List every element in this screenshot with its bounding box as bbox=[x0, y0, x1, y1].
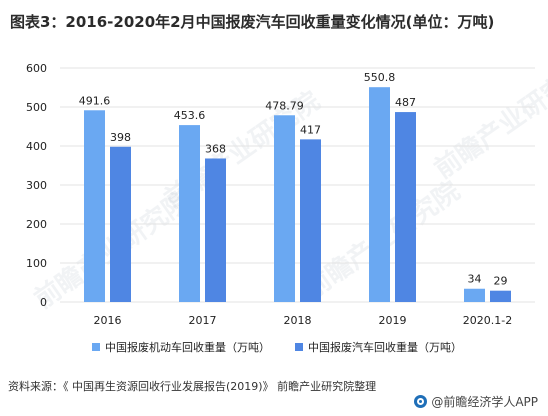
y-axis: 0 100 200 300 400 500 600 bbox=[26, 62, 47, 309]
brand-label: @前瞻经济学人APP bbox=[431, 395, 538, 409]
x-tick-label: 2017 bbox=[189, 314, 217, 327]
bar bbox=[84, 110, 105, 302]
bar-value-label: 29 bbox=[494, 275, 508, 288]
bar-value-label: 491.6 bbox=[79, 94, 111, 107]
bar-value-label: 550.8 bbox=[364, 71, 396, 84]
y-tick-label: 200 bbox=[26, 218, 47, 231]
bar bbox=[395, 112, 416, 302]
bar bbox=[464, 288, 485, 302]
y-tick-label: 500 bbox=[26, 101, 47, 114]
bar bbox=[490, 290, 511, 302]
bar bbox=[205, 158, 226, 302]
y-tick-label: 100 bbox=[26, 257, 47, 270]
brand-logo-icon bbox=[414, 395, 428, 408]
legend-label: 中国报废机动车回收重量（万吨） bbox=[105, 340, 270, 354]
x-axis: 2016 2017 2018 2019 2020.1-2 bbox=[94, 314, 513, 327]
y-tick-label: 400 bbox=[26, 140, 47, 153]
bar-value-label: 453.6 bbox=[174, 109, 206, 122]
bar-value-label: 478.79 bbox=[265, 99, 304, 112]
bar bbox=[179, 125, 200, 302]
bar-value-label: 398 bbox=[110, 131, 131, 144]
bar-series: 491.6 398 453.6 368 478.79 417 550.8 487 34 29 bbox=[79, 71, 511, 302]
source-note: 资料来源：《 中国再生资源回收行业发展报告(2019)》 前瞻产业研究院整理 bbox=[8, 380, 377, 393]
grid-lines bbox=[60, 67, 535, 303]
legend-label: 中国报废汽车回收重量（万吨） bbox=[308, 340, 462, 354]
bar-chart: 0 100 200 300 400 500 600 491.6 398 453.6 368 478.… bbox=[26, 62, 535, 354]
bar-value-label: 368 bbox=[205, 142, 226, 155]
legend-swatch bbox=[295, 343, 303, 351]
bar bbox=[110, 146, 131, 302]
brand-credit: @前瞻经济学人APP bbox=[414, 393, 538, 410]
bar bbox=[300, 139, 321, 302]
bar bbox=[274, 115, 295, 302]
bar-value-label: 487 bbox=[395, 96, 416, 109]
x-tick-label: 2018 bbox=[284, 314, 312, 327]
y-tick-label: 600 bbox=[26, 62, 47, 75]
chart-title: 图表3：2016-2020年2月中国报废汽车回收重量变化情况(单位：万吨) bbox=[10, 13, 495, 31]
y-tick-label: 0 bbox=[40, 296, 47, 309]
legend: 中国报废机动车回收重量（万吨） 中国报废汽车回收重量（万吨） bbox=[92, 340, 462, 354]
bar-value-label: 34 bbox=[468, 273, 482, 286]
y-tick-label: 300 bbox=[26, 179, 47, 192]
x-tick-label: 2016 bbox=[94, 314, 122, 327]
bar-value-label: 417 bbox=[300, 123, 321, 136]
legend-swatch bbox=[92, 343, 100, 351]
x-tick-label: 2020.1-2 bbox=[463, 314, 512, 327]
x-tick-label: 2019 bbox=[379, 314, 407, 327]
bar bbox=[369, 87, 390, 302]
